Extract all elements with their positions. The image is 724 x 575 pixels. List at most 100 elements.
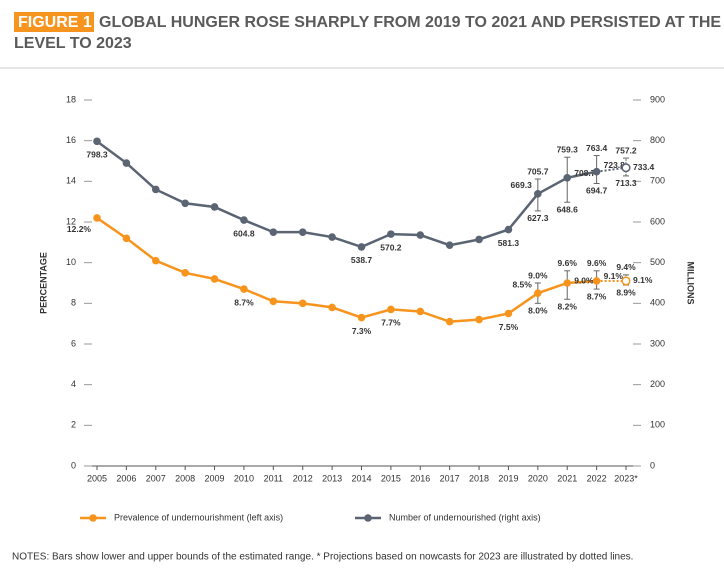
error-upper-label: 759.3 (557, 144, 579, 154)
point (387, 230, 395, 238)
point (416, 307, 425, 316)
point (563, 173, 572, 182)
point (93, 214, 101, 222)
point (328, 303, 336, 312)
legend-marker (89, 514, 97, 522)
x-tick-label: 2009 (205, 473, 225, 483)
point (298, 299, 307, 308)
projection-line (596, 166, 627, 173)
error-lower-label: 8.2% (558, 302, 578, 312)
error-lower-label: 8.0% (528, 306, 548, 316)
y-tick-label: 18 (66, 94, 76, 104)
point (475, 235, 483, 244)
point (357, 243, 366, 251)
figure-badge (14, 12, 94, 32)
value-label: 798.3 (86, 150, 108, 160)
error-upper-label: 705.7 (527, 166, 549, 176)
point (298, 228, 307, 236)
x-tick-label: 2020 (528, 473, 548, 483)
point (240, 285, 248, 293)
point (93, 137, 101, 146)
point (328, 233, 336, 241)
title-line: GLOBAL HUNGER ROSE SHARPLY FROM 2019 TO … (99, 14, 724, 31)
value-label: 9.1% (604, 271, 624, 281)
y2-tick-label: 900 (650, 94, 665, 104)
value-label: 8.5% (512, 279, 532, 289)
point (122, 159, 131, 167)
x-tick-label: 2008 (175, 473, 195, 483)
value-label: 604.8 (233, 228, 255, 238)
y-tick-label: 10 (66, 257, 76, 267)
x-tick-label: 2006 (116, 473, 136, 483)
value-label: 538.7 (351, 255, 373, 265)
y2-tick-label: 700 (650, 176, 665, 186)
point (269, 297, 278, 306)
x-tick-label: 2023* (614, 473, 638, 483)
error-lower-label: 713.3 (615, 178, 637, 188)
point (122, 234, 131, 243)
x-tick-label: 2007 (146, 473, 166, 483)
point (181, 269, 189, 277)
value-label: 7.7% (381, 318, 401, 328)
point (181, 199, 189, 208)
y-tick-label: 6 (71, 338, 76, 348)
point (445, 241, 454, 249)
y2-tick-label: 300 (650, 338, 665, 348)
y2-tick-label: 200 (650, 379, 665, 389)
error-lower-label: 627.3 (527, 213, 549, 223)
y2-axis-label: MILLIONS (686, 262, 696, 305)
y2-tick-label: 500 (650, 257, 665, 267)
point (621, 276, 631, 286)
point (563, 279, 572, 287)
y-axis-label: PERCENTAGE (38, 252, 48, 314)
legend-marker (364, 514, 372, 522)
point (504, 309, 513, 318)
error-upper-label: 9.0% (528, 270, 548, 280)
point (151, 256, 160, 265)
y-tick-label: 16 (66, 135, 76, 145)
legend-label: Prevalence of undernourishment (left axi… (114, 512, 283, 522)
point (621, 163, 631, 173)
point (151, 185, 160, 194)
point (592, 277, 601, 285)
y-tick-label: 8 (71, 298, 76, 308)
value-label: 7.3% (352, 326, 372, 336)
error-lower-label: 648.6 (557, 204, 579, 214)
x-tick-label: 2022 (587, 473, 607, 483)
point (445, 317, 454, 326)
point (387, 305, 395, 314)
x-tick-label: 2012 (293, 473, 313, 483)
point (269, 228, 278, 236)
value-label: 723.8 (604, 160, 626, 170)
point (534, 289, 542, 297)
point (592, 167, 601, 176)
error-upper-label: 763.4 (586, 143, 608, 153)
y-tick-label: 0 (71, 460, 76, 470)
value-label: 9.0% (574, 275, 594, 285)
y2-tick-label: 400 (650, 298, 665, 308)
point (416, 231, 425, 239)
x-tick-label: 2016 (410, 473, 430, 483)
point (534, 190, 542, 198)
value-label: 9.1% (633, 275, 653, 285)
error-upper-label: 757.2 (615, 145, 637, 155)
x-tick-label: 2011 (264, 473, 283, 483)
series-line (96, 140, 597, 249)
error-upper-label: 9.4% (616, 262, 636, 272)
value-label: 8.7% (234, 297, 254, 307)
point (357, 313, 366, 322)
value-label: 570.2 (380, 242, 402, 252)
x-tick-label: 2013 (322, 473, 342, 483)
point (210, 203, 219, 211)
error-lower-label: 694.7 (586, 186, 608, 196)
y2-tick-label: 0 (650, 460, 655, 470)
point (210, 275, 219, 283)
chart-title: GLOBAL HUNGER ROSE SHARPLY FROM 2019 TO … (14, 14, 724, 52)
error-upper-label: 9.6% (587, 258, 607, 268)
point (504, 225, 513, 234)
x-tick-label: 2005 (87, 473, 107, 483)
error-lower-label: 8.7% (587, 291, 607, 301)
figure-label: FIGURE 1 (18, 14, 92, 31)
y2-tick-label: 800 (650, 135, 665, 145)
